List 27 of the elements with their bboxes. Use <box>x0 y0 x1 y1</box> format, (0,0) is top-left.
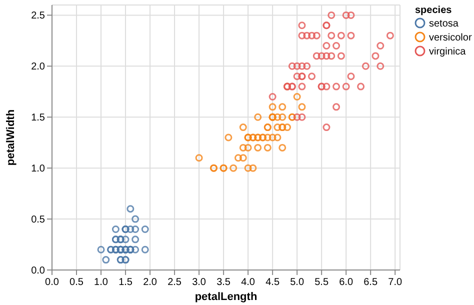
x-axis-title: petalLength <box>194 291 258 303</box>
y-tick-label: 0.0 <box>31 266 46 276</box>
x-tick-label: 7.0 <box>388 277 402 288</box>
x-tick-label: 2.0 <box>143 277 158 288</box>
x-tick-label: 2.5 <box>168 277 182 288</box>
y-axis-title: petalWidth <box>5 109 17 166</box>
y-tick-label: 0.5 <box>31 214 46 226</box>
legend-label: virginica <box>429 46 466 58</box>
y-tick-label: 1.5 <box>31 112 46 124</box>
x-tick-label: 3.5 <box>216 277 231 288</box>
x-tick-label: 0.0 <box>45 277 60 288</box>
x-tick-label: 3.0 <box>192 277 206 288</box>
y-tick-label: 2.0 <box>31 62 46 73</box>
x-tick-label: 1.0 <box>94 277 108 288</box>
x-tick-label: 4.5 <box>266 277 280 288</box>
x-tick-label: 6.0 <box>339 277 354 288</box>
y-tick-label: 2.5 <box>31 10 46 22</box>
legend-label: setosa <box>429 18 459 30</box>
x-tick-label: 1.5 <box>118 277 133 288</box>
x-tick-label: 5.0 <box>290 277 304 288</box>
y-tick-label: 1.0 <box>31 164 46 175</box>
x-tick-label: 0.5 <box>70 277 84 288</box>
x-tick-label: 5.5 <box>314 277 329 288</box>
x-tick-label: 6.5 <box>364 277 378 288</box>
legend-title: species <box>415 5 452 16</box>
x-tick-label: 4.0 <box>241 277 256 288</box>
legend-label: versicolor <box>429 32 472 44</box>
